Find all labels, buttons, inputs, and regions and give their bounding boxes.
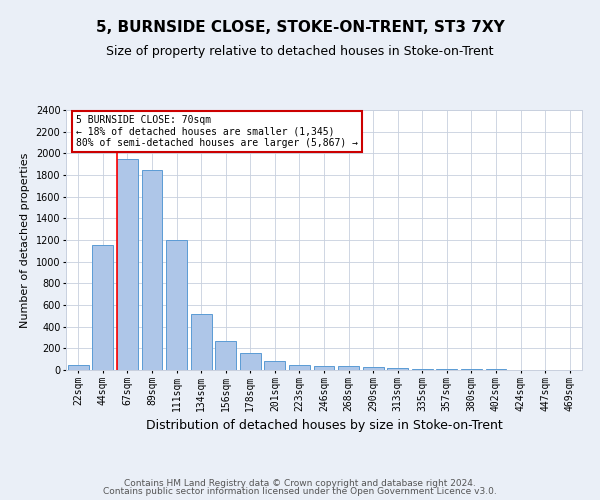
Text: Size of property relative to detached houses in Stoke-on-Trent: Size of property relative to detached ho…	[106, 45, 494, 58]
Bar	[142, 170, 163, 370]
Bar	[289, 365, 310, 370]
Bar	[117, 159, 138, 370]
Bar	[166, 240, 187, 370]
Bar	[387, 368, 408, 370]
Bar	[215, 341, 236, 370]
X-axis label: Distribution of detached houses by size in Stoke-on-Trent: Distribution of detached houses by size …	[146, 419, 502, 432]
Text: Contains HM Land Registry data © Crown copyright and database right 2024.: Contains HM Land Registry data © Crown c…	[124, 478, 476, 488]
Bar	[314, 366, 334, 370]
Bar	[265, 362, 286, 370]
Bar	[240, 352, 261, 370]
Bar	[191, 314, 212, 370]
Bar	[412, 368, 433, 370]
Bar	[92, 246, 113, 370]
Text: 5 BURNSIDE CLOSE: 70sqm
← 18% of detached houses are smaller (1,345)
80% of semi: 5 BURNSIDE CLOSE: 70sqm ← 18% of detache…	[76, 115, 358, 148]
Text: Contains public sector information licensed under the Open Government Licence v3: Contains public sector information licen…	[103, 487, 497, 496]
Bar	[68, 364, 89, 370]
Bar	[362, 368, 383, 370]
Bar	[338, 366, 359, 370]
Bar	[436, 369, 457, 370]
Text: 5, BURNSIDE CLOSE, STOKE-ON-TRENT, ST3 7XY: 5, BURNSIDE CLOSE, STOKE-ON-TRENT, ST3 7…	[95, 20, 505, 35]
Y-axis label: Number of detached properties: Number of detached properties	[20, 152, 30, 328]
